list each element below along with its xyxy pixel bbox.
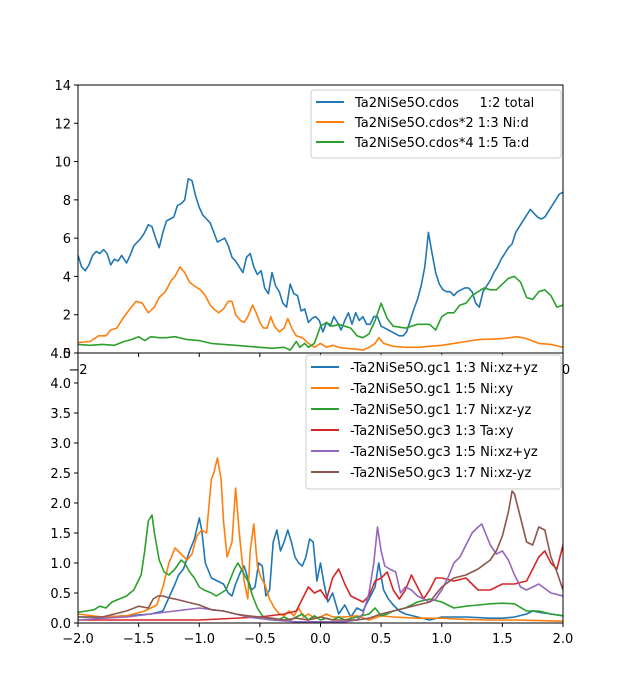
bottom-xtick-label-2: −1.0 (183, 632, 215, 647)
bottom-xtick-label-3: −0.5 (244, 632, 276, 647)
top-ytick-label-3: 6 (63, 232, 71, 247)
bottom-xtick-label-0: −2.0 (62, 632, 94, 647)
top-ytick-label-7: 14 (54, 79, 71, 94)
top-ytick-label-4: 8 (63, 194, 71, 209)
bottom-legend-label-5: -Ta2NiSe5O.gc3 1:7 Ni:xz-yz (350, 466, 531, 481)
bottom-xtick-label-7: 1.5 (492, 632, 513, 647)
top-ytick-label-2: 4 (63, 270, 71, 285)
bottom-xtick-label-4: 0.0 (310, 632, 331, 647)
top-ytick-label-6: 12 (54, 117, 71, 132)
bottom-ytick-label-9: 4.5 (50, 347, 71, 362)
top-legend-label-1: Ta2NiSe5O.cdos*2 1:3 Ni:d (354, 116, 529, 131)
bottom-legend-label-3: -Ta2NiSe5O.gc3 1:3 Ta:xy (350, 424, 514, 439)
bottom-series-group (78, 457, 563, 623)
bottom-ytick-label-8: 4.0 (50, 377, 71, 392)
bottom-xtick-label-8: 2.0 (553, 632, 574, 647)
top-ytick-label-0: 0 (63, 347, 71, 362)
bottom-legend-box (305, 354, 562, 490)
bottom-xtick-label-5: 0.5 (371, 632, 392, 647)
bottom-axes: 0.0 0.5 1.0 1.5 2.0 2.5 3.0 3.5 4.0 4.5 −2.0 −1.5 −1… (50, 347, 573, 647)
bottom-legend-label-2: -Ta2NiSe5O.gc1 1:7 Ni:xz-yz (350, 403, 531, 418)
top-xtick-label-8: 0 (562, 363, 570, 378)
bottom-ytick-label-5: 2.5 (50, 467, 71, 482)
bottom-series-line-2 (78, 514, 563, 621)
bottom-legend: -Ta2NiSe5O.gc1 1:3 Ni:xz+yz -Ta2NiSe5O.gc… (305, 354, 562, 490)
bottom-legend-label-4: -Ta2NiSe5O.gc3 1:5 Ni:xz+yz (350, 445, 538, 460)
bottom-xtick-label-6: 1.0 (431, 632, 452, 647)
top-ytick-label-1: 2 (63, 309, 71, 324)
top-legend-label-2: Ta2NiSe5O.cdos*4 1:5 Ta:d (354, 136, 529, 151)
bottom-ytick-label-0: 0.0 (50, 617, 71, 632)
bottom-ytick-label-7: 3.5 (50, 407, 71, 422)
top-legend: Ta2NiSe5O.cdos 1:2 total Ta2NiSe5O.cdos*2… (310, 89, 562, 159)
bottom-legend-label-0: -Ta2NiSe5O.gc1 1:3 Ni:xz+yz (350, 361, 538, 376)
bottom-ytick-label-6: 3.0 (50, 437, 71, 452)
bottom-ytick-label-1: 0.5 (50, 587, 71, 602)
bottom-series-line-0 (78, 517, 563, 621)
bottom-series-line-1 (78, 457, 563, 623)
bottom-series-line-3 (78, 544, 563, 621)
bottom-legend-label-1: -Ta2NiSe5O.gc1 1:5 Ni:xy (350, 382, 513, 397)
bottom-xtick-label-1: −1.5 (123, 632, 155, 647)
bottom-ytick-label-4: 2.0 (50, 497, 71, 512)
top-legend-box (310, 89, 562, 159)
bottom-ytick-label-2: 1.0 (50, 557, 71, 572)
top-series-group (78, 178, 563, 351)
bottom-ytick-label-3: 1.5 (50, 527, 71, 542)
top-ytick-label-5: 10 (54, 156, 71, 171)
top-series-line-1 (78, 266, 563, 351)
bottom-series-line-5 (78, 490, 563, 621)
top-legend-label-0: Ta2NiSe5O.cdos 1:2 total (354, 96, 534, 111)
bottom-series-line-4 (78, 523, 563, 623)
top-series-line-2 (78, 275, 563, 351)
